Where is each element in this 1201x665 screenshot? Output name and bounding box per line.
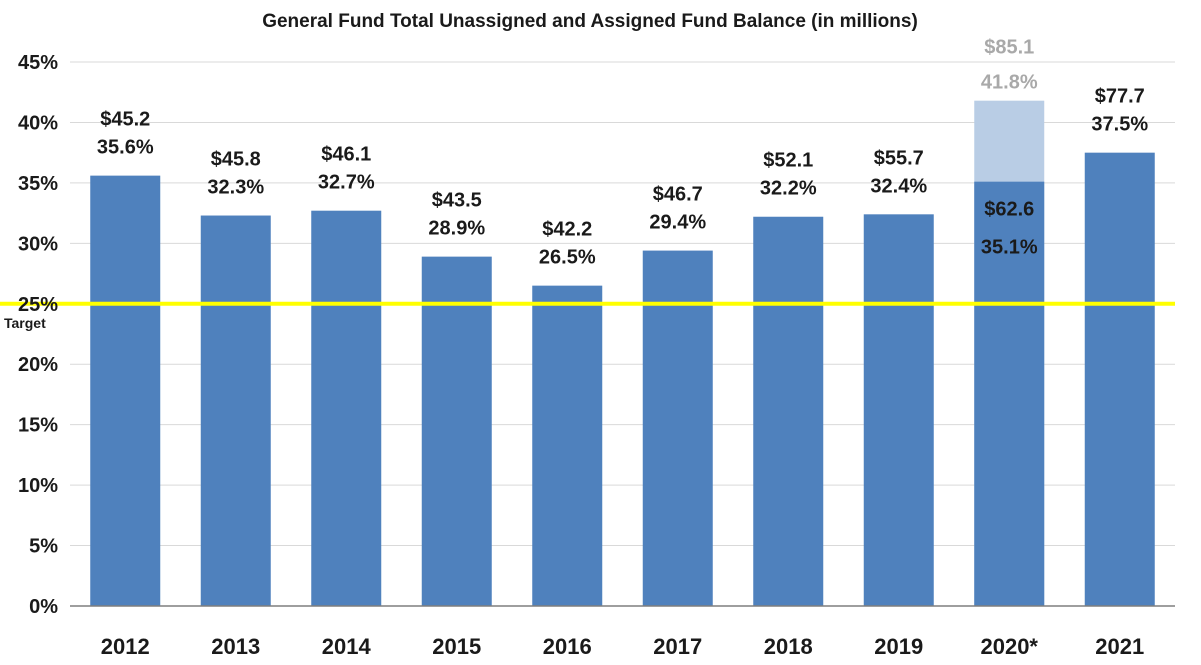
bar: [753, 216, 824, 606]
x-tick-label: 2015: [432, 634, 481, 659]
x-axis: 2012 2013 2014 2015 2016 2017 2018 2019 2020* 202…: [70, 605, 1175, 659]
data-label-amount-projected: $85.1: [984, 37, 1034, 59]
data-label-amount: $42.2: [542, 219, 592, 241]
data-label-amount: $55.7: [874, 147, 924, 169]
y-tick-label: 35%: [18, 173, 58, 195]
data-label-percent: 37.5%: [1091, 114, 1148, 136]
bar: [1084, 152, 1155, 606]
x-tick-label: 2016: [543, 634, 592, 659]
data-label-percent: 35.1%: [981, 237, 1038, 259]
data-label-percent-projected: 41.8%: [981, 72, 1038, 94]
data-label-percent: 32.2%: [760, 178, 817, 200]
x-tick-label: 2020*: [980, 634, 1038, 659]
x-tick-label: 2014: [322, 634, 372, 659]
data-label-percent: 32.7%: [318, 172, 375, 194]
y-tick-label: 5%: [29, 536, 58, 558]
y-tick-label: 10%: [18, 475, 58, 497]
y-tick-label: 45%: [18, 52, 58, 74]
data-label-percent: 28.9%: [428, 218, 485, 240]
data-label-amount: $52.1: [763, 150, 813, 172]
bar: [200, 215, 271, 607]
bar: [311, 210, 382, 606]
data-label-amount: $46.7: [653, 184, 703, 206]
y-tick-label: 30%: [18, 233, 58, 255]
x-tick-label: 2021: [1095, 634, 1144, 659]
data-label-percent: 29.4%: [649, 212, 706, 234]
chart-title: General Fund Total Unassigned and Assign…: [262, 11, 918, 32]
data-label-amount: $46.1: [321, 144, 371, 166]
y-tick-label: 15%: [18, 415, 58, 437]
bar: [974, 181, 1045, 606]
target-line-group: Target: [0, 301, 1175, 331]
x-tick-label: 2017: [653, 634, 702, 659]
data-label-amount: $62.6: [984, 199, 1034, 221]
data-label-percent: 26.5%: [539, 247, 596, 269]
data-label-percent: 35.6%: [97, 137, 154, 159]
data-label-amount: $77.7: [1095, 86, 1145, 108]
data-labels: $45.2 35.6% $45.8 32.3% $46.1 32.7% $43.5 28.9%…: [97, 37, 1148, 269]
data-label-amount: $45.8: [211, 149, 261, 171]
y-tick-label: 40%: [18, 112, 58, 134]
x-tick-label: 2013: [211, 634, 260, 659]
data-label-amount: $43.5: [432, 190, 482, 212]
bar: [90, 175, 161, 606]
data-label-percent: 32.4%: [870, 175, 927, 197]
x-tick-label: 2019: [874, 634, 923, 659]
y-axis: 0% 5% 10% 15% 20% 25% 30% 35% 40% 45%: [18, 52, 58, 618]
y-tick-label: 0%: [29, 596, 58, 618]
bar: [642, 250, 713, 606]
data-label-percent: 32.3%: [207, 177, 264, 199]
bar: [421, 256, 492, 606]
bars: [90, 100, 1155, 607]
data-label-amount: $45.2: [100, 109, 150, 131]
bar: [532, 285, 603, 606]
x-tick-label: 2012: [101, 634, 150, 659]
x-tick-label: 2018: [764, 634, 813, 659]
y-tick-label: 25%: [18, 294, 58, 316]
target-label: Target: [4, 315, 46, 331]
bar: [863, 214, 934, 606]
y-tick-label: 20%: [18, 354, 58, 376]
